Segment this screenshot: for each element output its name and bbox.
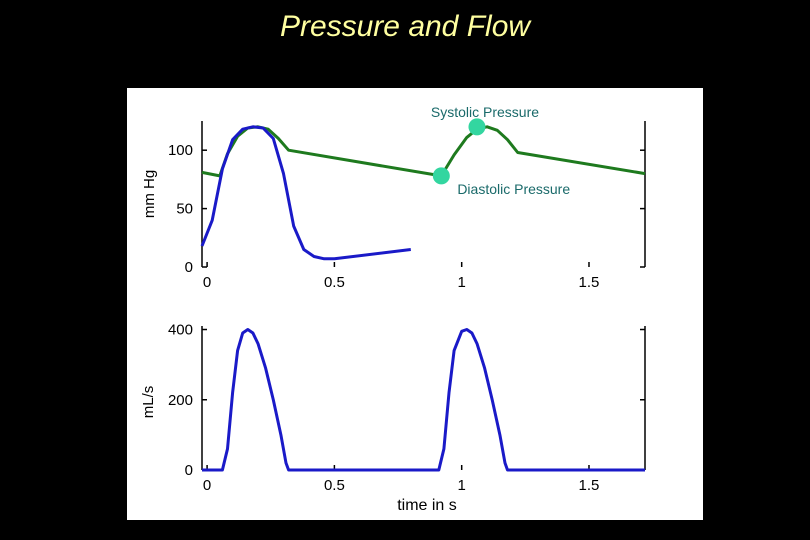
- pressure-y-axis-label: mm Hg: [141, 170, 158, 218]
- pressure-x-tick-label: 1.5: [579, 274, 600, 291]
- pressure-plot: 0 0.5 1 1.5 0 50 100 Systolic Pressure Diastoli…: [141, 104, 646, 291]
- marker-label-1: Diastolic Pressure: [457, 181, 570, 197]
- pressure-series-line-1: [200, 125, 411, 261]
- flow-lines: [202, 328, 645, 472]
- pressure-lines: [200, 125, 646, 261]
- marker-point-1: [432, 167, 450, 185]
- pressure-markers: Systolic Pressure Diastolic Pressure: [431, 104, 570, 197]
- marker-label-0: Systolic Pressure: [431, 104, 539, 120]
- pressure-series-line-0: [201, 125, 646, 178]
- slide-title: Pressure and Flow: [279, 10, 531, 43]
- flow-x-tick-label: 0: [203, 477, 211, 494]
- pressure-ticks: 0 0.5 1 1.5 0 50 100: [168, 142, 645, 291]
- pressure-x-tick-label: 1: [458, 274, 466, 291]
- flow-x-tick-label: 1: [458, 477, 466, 494]
- flow-x-tick-label: 0.5: [324, 477, 345, 494]
- flow-ticks: 0 0.5 1 1.5 0 200 400: [168, 322, 645, 494]
- flow-y-axis-label: mL/s: [140, 386, 157, 419]
- flow-series-line-0: [202, 328, 645, 472]
- marker-point-0: [468, 118, 486, 136]
- flow-y-tick-label: 200: [168, 392, 193, 409]
- pressure-y-tick-label: 50: [176, 201, 193, 218]
- flow-plot: 0 0.5 1 1.5 0 200 400 mL/s time in s: [140, 322, 646, 514]
- flow-x-tick-label: 1.5: [579, 477, 600, 494]
- flow-y-tick-label: 400: [168, 322, 193, 339]
- pressure-x-tick-label: 0: [203, 274, 211, 291]
- figure-canvas: 0 0.5 1 1.5 0 50 100 Systolic Pressure Diastoli…: [127, 88, 703, 520]
- pressure-x-tick-label: 0.5: [324, 274, 345, 291]
- pressure-y-tick-label: 100: [168, 142, 193, 159]
- pressure-y-tick-label: 0: [185, 259, 193, 276]
- flow-y-tick-label: 0: [185, 462, 193, 479]
- flow-x-axis-label: time in s: [397, 497, 457, 514]
